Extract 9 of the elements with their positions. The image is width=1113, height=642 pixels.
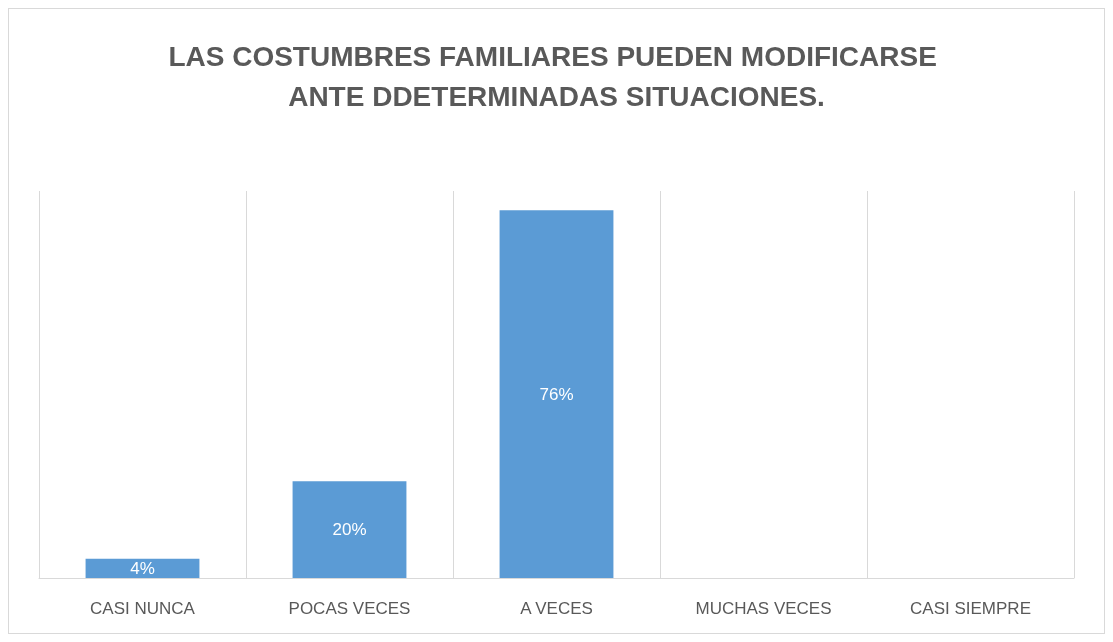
x-tick-label: MUCHAS VECES (695, 599, 832, 618)
x-tick-label: CASI SIEMPRE (910, 599, 1031, 618)
data-label: 4% (130, 558, 155, 578)
x-tick-label: A VECES (520, 599, 593, 618)
x-tick-label: CASI NUNCA (90, 599, 196, 618)
x-tick-label: POCAS VECES (288, 599, 411, 618)
chart-title: LAS COSTUMBRES FAMILIARES PUEDEN MODIFICARSE ANTE DDETERMINADAS SITUACIONES. (168, 40, 945, 112)
data-label: 76% (539, 384, 574, 404)
data-label: 20% (332, 520, 367, 540)
